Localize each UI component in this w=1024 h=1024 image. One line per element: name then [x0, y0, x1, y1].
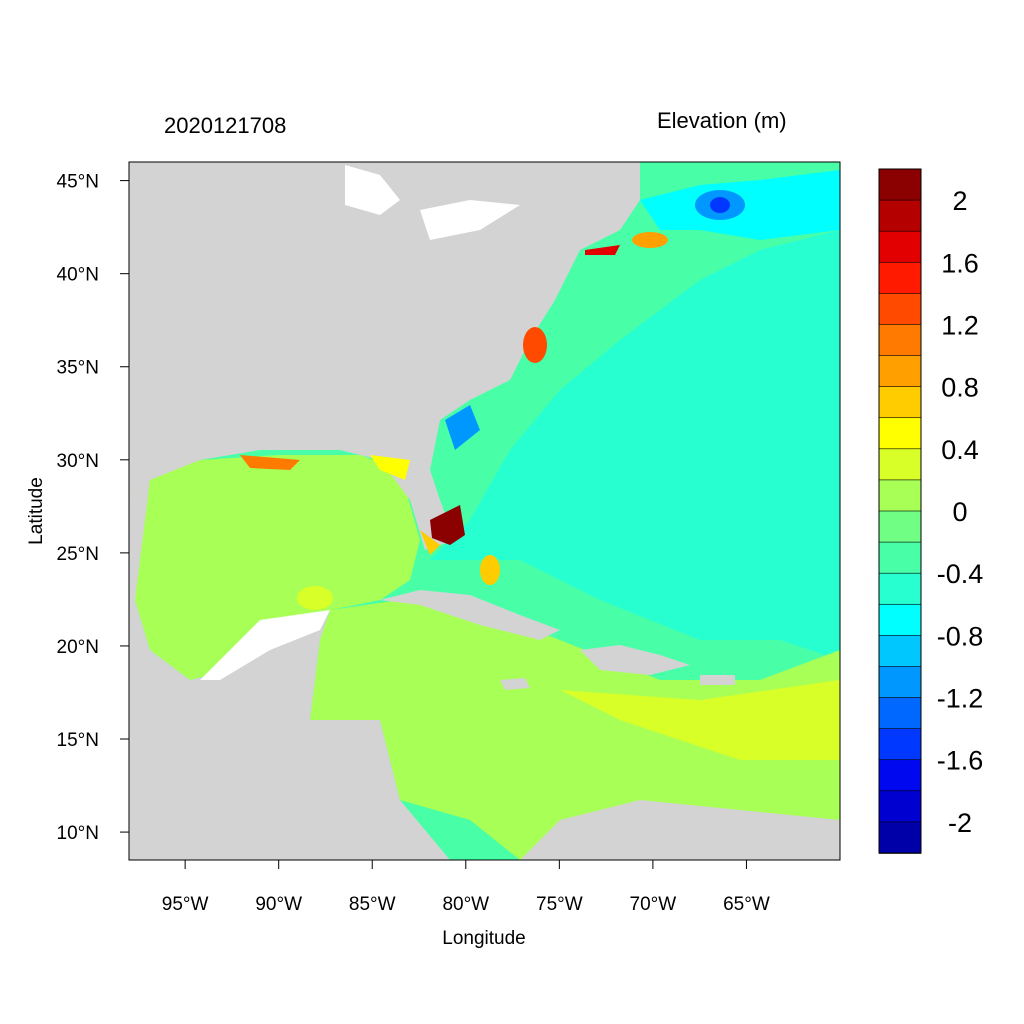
colorbar-swatch — [878, 230, 922, 264]
colorbar-swatch — [878, 759, 922, 792]
mid-atlantic-low — [598, 475, 622, 495]
colorbar-swatch — [878, 479, 922, 512]
colorbar-label: -0.8 — [937, 621, 984, 651]
map-area — [129, 162, 840, 860]
south-atlantic-bight-low — [445, 405, 480, 450]
x-tick-label: 85°W — [349, 894, 396, 915]
colorbar-swatch — [878, 355, 922, 388]
colorbar-swatch — [878, 293, 922, 326]
colorbar-label: 0.8 — [941, 373, 979, 403]
colorbar-label: 0 — [952, 497, 967, 527]
colorbar-label: 0.4 — [941, 435, 979, 465]
long-island-surge — [585, 245, 620, 255]
colorbar: 2 1.6 1.2 0.8 0.4 0 -0.4 -0.8 -1.2 -1.6 -2 — [878, 168, 984, 854]
x-tick-label: 70°W — [630, 894, 677, 915]
y-tick-label: 25°N — [57, 544, 99, 565]
hispaniola-land — [580, 645, 690, 675]
variable-title: Elevation (m) — [657, 108, 787, 133]
plot-frame — [128, 161, 841, 861]
y-axis-title: Latitude — [26, 477, 47, 545]
yucatan-bank-surge — [297, 586, 333, 610]
south-america-land — [520, 800, 840, 860]
open-atlantic-cyan — [430, 230, 840, 660]
jamaica-land — [500, 678, 530, 690]
colorbar-swatch — [878, 386, 922, 419]
x-tick-label: 80°W — [442, 894, 489, 915]
colorbar-swatch — [878, 697, 922, 730]
north-america-land — [129, 162, 640, 550]
florida-keys-surge — [420, 530, 440, 555]
colorbar-swatch — [878, 728, 922, 761]
gulf-coast-surge — [240, 455, 300, 470]
timestamp-title: 2020121708 — [164, 113, 287, 138]
colorbar-label: -0.4 — [937, 559, 984, 589]
colorbar-label: -1.2 — [937, 684, 984, 714]
y-tick-label: 35°N — [57, 358, 99, 379]
colorbar-swatch — [878, 448, 922, 481]
big-bend-surge — [370, 455, 410, 480]
colorbar-swatch — [878, 417, 922, 450]
cape-cod-surge — [632, 232, 668, 248]
colorbar-swatch — [878, 541, 922, 574]
colorbar-swatch — [878, 324, 922, 357]
colorbar-label: -2 — [948, 808, 972, 838]
lake-michigan — [345, 165, 400, 215]
colorbar-label: 2 — [952, 186, 967, 216]
mexico-central-america-land — [129, 480, 450, 860]
x-tick-label: 65°W — [723, 894, 770, 915]
y-tick-label: 20°N — [57, 637, 99, 658]
x-axis-title: Longitude — [442, 928, 525, 949]
axis-ticks: 95°W 90°W 85°W 80°W 75°W 70°W 65°W 45°N 40°N 35°N… — [57, 172, 770, 915]
colorbar-label: 1.2 — [941, 310, 979, 340]
colorbar-swatch — [878, 821, 922, 854]
y-tick-label: 45°N — [57, 172, 99, 193]
colorbar-swatch — [878, 666, 922, 699]
colorbar-swatch — [878, 261, 922, 295]
y-tick-label: 15°N — [57, 730, 99, 751]
y-tick-label: 30°N — [57, 451, 99, 472]
caribbean-yellowish — [560, 680, 840, 760]
colorbar-swatch — [878, 790, 922, 823]
y-tick-label: 10°N — [57, 823, 99, 844]
caribbean-sea — [310, 600, 840, 860]
x-tick-label: 75°W — [536, 894, 583, 915]
yucatan-gap — [200, 610, 330, 680]
colorbar-swatch — [878, 510, 922, 543]
outer-banks-surge — [523, 327, 547, 363]
gulf-of-maine-core — [710, 197, 730, 213]
x-tick-label: 95°W — [162, 894, 209, 915]
y-tick-label: 40°N — [57, 265, 99, 286]
colorbar-swatch — [878, 603, 922, 637]
bahamas-surge — [480, 555, 500, 585]
colorbar-frame — [878, 168, 922, 854]
florida-high-surge — [430, 505, 465, 545]
colorbar-label: 1.6 — [941, 248, 979, 278]
colorbar-swatch — [878, 635, 922, 668]
x-tick-label: 90°W — [255, 894, 302, 915]
colorbar-swatch — [878, 572, 922, 606]
cuba-land — [380, 590, 560, 640]
puerto-rico-land — [700, 675, 735, 685]
gulf-of-mexico — [129, 455, 420, 680]
lake-erie-ontario — [420, 200, 520, 240]
colorbar-label: -1.6 — [937, 746, 984, 776]
colorbar-swatch — [878, 199, 922, 232]
colorbar-swatch — [878, 168, 922, 201]
